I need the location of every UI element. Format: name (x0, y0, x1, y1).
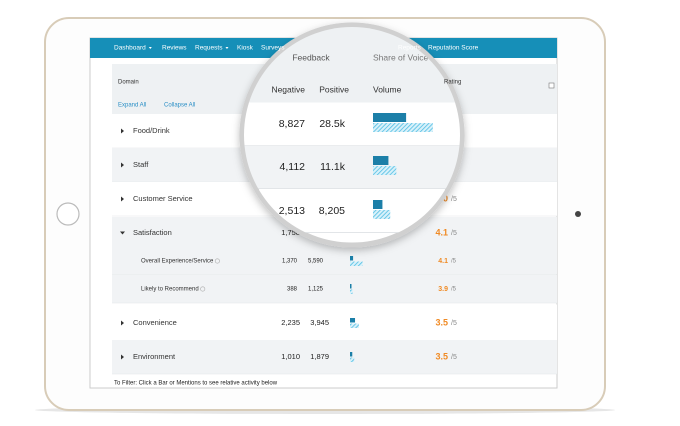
positive-bar[interactable] (350, 261, 363, 267)
rating: 3.5 (435, 351, 448, 361)
lens-positive-bar[interactable] (373, 166, 397, 175)
row-name: Overall Experience/Service (141, 259, 214, 265)
row-name: Environment (133, 352, 176, 361)
lens-negative-count: 8,827 (279, 118, 305, 130)
lens-positive-count: 11.1k (320, 161, 346, 173)
expand-caret[interactable] (121, 162, 124, 168)
rating: 4.1 (438, 258, 448, 265)
rating-scale: /5 (451, 259, 457, 265)
negative-bar[interactable] (350, 284, 352, 289)
rating-scale: /5 (451, 196, 457, 203)
positive-count: 1,125 (308, 287, 324, 293)
row-bg[interactable] (112, 304, 557, 342)
nav-item[interactable]: Surveys (261, 45, 285, 52)
lens-positive-count: 28.5k (319, 118, 345, 130)
lens-volume: Volume (373, 84, 402, 94)
negative-bar[interactable] (350, 256, 354, 261)
lens-negative-count: 4,112 (280, 161, 306, 173)
filter-hint: To Filter: Click a Bar or Mentions to se… (114, 381, 278, 387)
domain-header: Domain (118, 80, 139, 86)
checkbox[interactable] (548, 82, 555, 89)
lens-share-of-voice: Share of Voice (373, 52, 429, 62)
lens-negative-bar[interactable] (373, 156, 389, 165)
lens-row-bg (244, 145, 460, 189)
positive-bar[interactable] (350, 289, 353, 295)
positive-count: 5,590 (308, 259, 324, 265)
nav-item[interactable]: Reviews (162, 45, 187, 52)
rating: 4.1 (435, 227, 448, 237)
negative-count: 1,370 (282, 259, 298, 265)
lens-positive: Positive (319, 84, 349, 94)
negative-count: 1,010 (281, 352, 300, 361)
expand-caret[interactable] (121, 128, 124, 134)
rating-scale: /5 (451, 320, 457, 327)
nav-caret (148, 47, 152, 49)
row-name: Satisfaction (133, 228, 172, 237)
lens-negative-bar[interactable] (373, 200, 383, 209)
row-name: Food/Drink (133, 126, 170, 135)
expand-caret[interactable] (121, 196, 124, 202)
lens-row-bg (244, 102, 460, 146)
negative-count: 388 (287, 287, 298, 293)
rating-scale: /5 (451, 354, 457, 361)
lens-negative: Negative (271, 84, 305, 94)
negative-count: 1,758 (281, 228, 300, 237)
rating: 3.5 (435, 317, 448, 327)
row-name: Convenience (133, 318, 177, 327)
positive-bar[interactable] (350, 357, 355, 363)
nav-caret (225, 47, 229, 49)
row-bg (112, 247, 557, 275)
info-icon (200, 286, 206, 292)
expand-caret[interactable] (120, 231, 125, 235)
row-name: Likely to Recommend (141, 287, 199, 293)
rating: 3.9 (438, 286, 448, 293)
lens-negative-count: 2,513 (279, 205, 305, 217)
negative-count: 2,235 (281, 318, 300, 327)
row-bg[interactable] (112, 340, 557, 374)
positive-count: 1,879 (310, 352, 329, 361)
magnifier: Feedback Share of Voice Negative Positive Vo… (239, 22, 465, 248)
rating-scale: /5 (451, 230, 457, 237)
positive-bar[interactable] (350, 323, 359, 329)
nav-item[interactable]: Dashboard (114, 45, 146, 52)
negative-bar[interactable] (350, 318, 356, 323)
negative-bar[interactable] (350, 352, 353, 357)
info-icon (214, 258, 220, 264)
expand-all[interactable]: Expand All (118, 103, 146, 109)
row-name: Customer Service (133, 194, 193, 203)
collapse-all[interactable]: Collapse All (164, 103, 195, 109)
lens-negative-bar[interactable] (373, 113, 407, 122)
lens-feedback: Feedback (292, 52, 330, 62)
nav-item[interactable]: Reputation Score (428, 45, 479, 52)
expand-caret[interactable] (121, 320, 124, 326)
camera (575, 211, 581, 217)
nav-item[interactable]: Kiosk (237, 45, 254, 52)
rating-header: Rating (444, 80, 461, 86)
lens-positive-count: 8,205 (319, 205, 345, 217)
lens-positive-bar[interactable] (373, 210, 391, 219)
nav-item[interactable]: Reports (398, 45, 422, 52)
positive-count: 3,945 (310, 318, 329, 327)
rating-scale: /5 (451, 287, 457, 293)
home-button[interactable] (56, 202, 80, 226)
expand-caret[interactable] (121, 354, 124, 360)
lens-positive-bar[interactable] (373, 123, 433, 132)
row-bg (112, 275, 557, 303)
row-name: Staff (133, 160, 149, 169)
nav-item[interactable]: Requests (195, 45, 223, 52)
